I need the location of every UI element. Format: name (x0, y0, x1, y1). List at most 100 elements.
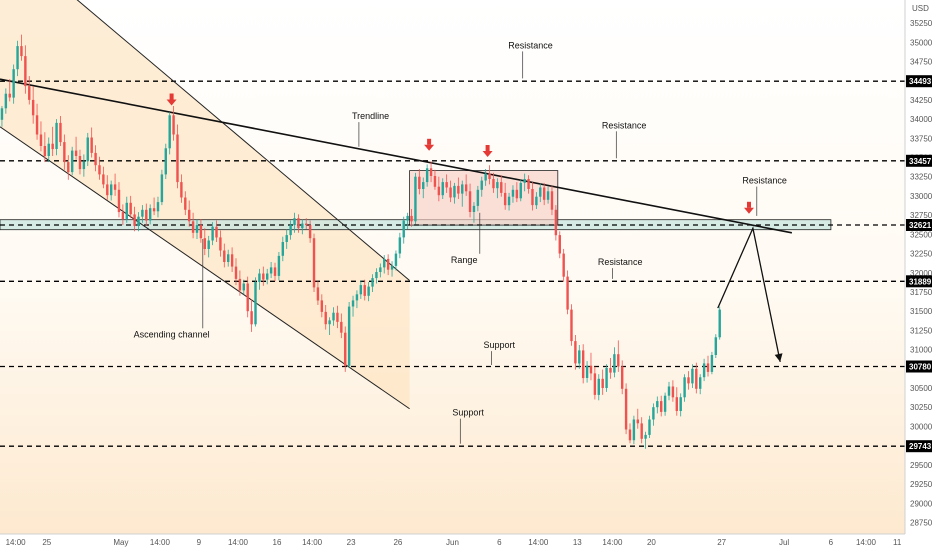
candle (180, 174, 183, 203)
candle (503, 182, 507, 210)
candle (336, 305, 339, 329)
candle (28, 76, 31, 105)
candle-body (585, 365, 589, 378)
candle (31, 86, 35, 124)
candle-body (156, 202, 160, 212)
y-tick-label: 35250 (910, 19, 932, 28)
candle (281, 236, 285, 262)
candle (320, 294, 324, 318)
y-tick-label: 29500 (910, 461, 932, 470)
red-down-arrow-marker (166, 93, 177, 106)
candle-body (468, 191, 472, 212)
candle-body (620, 366, 624, 389)
candle (219, 230, 222, 257)
candle-body (519, 182, 522, 199)
candle (605, 364, 608, 392)
candle-body (74, 150, 78, 156)
candle (383, 255, 386, 274)
candle (531, 182, 534, 211)
candle (168, 112, 171, 155)
candle (449, 180, 452, 203)
candle-body (78, 156, 82, 170)
candle-body (663, 395, 667, 412)
projection-path (717, 226, 781, 363)
annotation-label: Range (451, 255, 478, 265)
candle-body (492, 179, 495, 189)
candle (363, 279, 366, 301)
candle (141, 205, 144, 223)
x-tick-label: May (113, 538, 128, 547)
y-tick-label: 33250 (910, 173, 932, 182)
candle-body (472, 205, 476, 212)
y-tick-label: 31250 (910, 326, 932, 335)
candle-body (351, 300, 355, 307)
candle (129, 195, 132, 219)
candle-body (523, 179, 526, 183)
candle-body (129, 202, 132, 215)
y-tick-label: 30500 (910, 384, 932, 393)
candle (164, 143, 167, 179)
candle (632, 415, 636, 445)
candle-body (67, 162, 70, 173)
candle (461, 180, 464, 207)
candle-body (20, 46, 23, 57)
candle-body (394, 253, 398, 266)
candle (659, 395, 663, 417)
candle (308, 220, 312, 243)
candle-body (266, 273, 269, 280)
candle-body (59, 122, 62, 143)
marker-head (482, 151, 493, 157)
candle (35, 103, 39, 140)
candle-body (453, 185, 456, 198)
candle (324, 305, 327, 330)
candle-body (535, 196, 538, 206)
candle-body (656, 401, 659, 408)
candle (211, 222, 214, 246)
candle (285, 229, 288, 249)
candle-body (223, 250, 226, 262)
candle (316, 281, 320, 305)
candle (554, 205, 558, 241)
candle-body (605, 368, 608, 388)
y-tick-label: 33000 (910, 192, 932, 201)
candle-body (659, 401, 663, 412)
candle-body (390, 265, 394, 270)
candle (418, 169, 421, 195)
time-axis-background (0, 534, 905, 550)
x-tick-label: Jul (779, 538, 789, 547)
candle (429, 161, 433, 183)
candle-body (51, 143, 54, 150)
candle-body (102, 174, 105, 185)
candle (39, 121, 43, 152)
candle-body (375, 272, 378, 279)
candle-body (445, 182, 448, 188)
candle-body (624, 388, 628, 430)
x-tick-label: 14:00 (602, 538, 623, 547)
candle-body (258, 273, 261, 282)
candle (117, 182, 121, 218)
candle (262, 266, 265, 286)
candle (636, 408, 639, 429)
y-tick-label: 31750 (910, 288, 932, 297)
candle-body (172, 115, 175, 135)
candle-body (550, 191, 554, 210)
candle-body (94, 152, 97, 166)
candle (570, 304, 573, 346)
candle-body (617, 354, 620, 367)
candle-body (39, 134, 43, 146)
candle-body (671, 386, 675, 398)
candle-body (269, 267, 273, 274)
candle-body (554, 209, 558, 236)
candle-body (336, 312, 339, 322)
candle-body (570, 309, 573, 342)
candle-body (386, 258, 390, 270)
candle-body (449, 187, 452, 198)
candle-body (683, 377, 686, 398)
candle (8, 79, 11, 102)
candle (679, 393, 682, 417)
candle (289, 220, 292, 240)
candle-body (12, 69, 15, 98)
badge-label: 32621 (909, 221, 932, 230)
candle (706, 355, 710, 377)
candle (55, 119, 58, 156)
